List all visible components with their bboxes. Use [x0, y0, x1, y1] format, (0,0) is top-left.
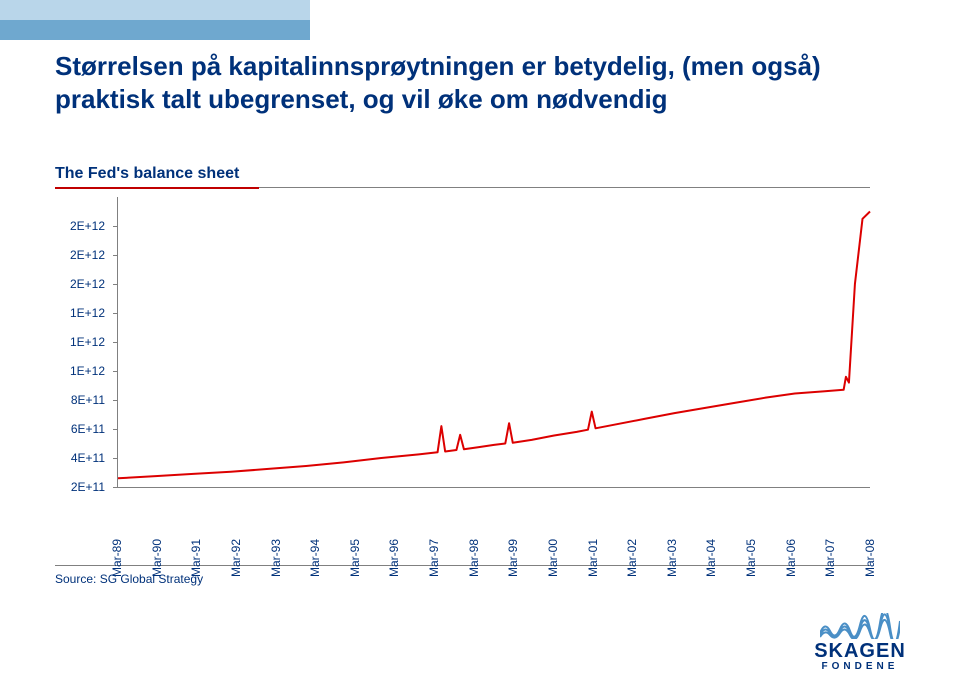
logo-sub-text: FONDENE	[800, 661, 920, 672]
x-tick-label: Mar-92	[229, 539, 243, 577]
x-tick-label: Mar-02	[625, 539, 639, 577]
slide-title: Størrelsen på kapitalinnsprøytningen er …	[55, 50, 905, 115]
band-dark	[0, 20, 310, 40]
plot-area	[117, 197, 870, 488]
plot-wrap: 2E+11 4E+11 6E+11 8E+11 1E+12 1E+12 1E+12 2E+12…	[55, 197, 870, 517]
y-tick-mark	[113, 342, 118, 343]
y-tick-mark	[113, 458, 118, 459]
x-tick-label: Mar-90	[150, 539, 164, 577]
x-tick-label: Mar-08	[863, 539, 877, 577]
header-band	[0, 0, 310, 40]
x-tick-label: Mar-96	[387, 539, 401, 577]
x-tick-label: Mar-98	[467, 539, 481, 577]
x-tick-label: Mar-93	[269, 539, 283, 577]
x-tick-label: Mar-01	[586, 539, 600, 577]
y-tick-mark	[113, 429, 118, 430]
logo-main-text: SKAGEN	[800, 641, 920, 661]
brand-logo: SKAGEN FONDENE	[800, 613, 920, 672]
y-tick-label: 1E+12	[70, 306, 105, 320]
y-tick-label: 2E+12	[70, 248, 105, 262]
x-axis: Mar-89Mar-90Mar-91Mar-92Mar-93Mar-94Mar-…	[117, 489, 870, 549]
y-tick-mark	[113, 371, 118, 372]
chart: The Fed's balance sheet 2E+11 4E+11 6E+11 8…	[55, 165, 870, 595]
x-tick-label: Mar-03	[665, 539, 679, 577]
y-tick-label: 8E+11	[71, 393, 105, 407]
x-tick-label: Mar-06	[784, 539, 798, 577]
y-tick-label: 1E+12	[70, 364, 105, 378]
x-tick-label: Mar-05	[744, 539, 758, 577]
chart-title-underline	[55, 187, 870, 189]
x-tick-label: Mar-94	[308, 539, 322, 577]
y-tick-label: 2E+12	[70, 219, 105, 233]
x-tick-label: Mar-89	[110, 539, 124, 577]
x-tick-label: Mar-99	[506, 539, 520, 577]
y-tick-label: 4E+11	[71, 451, 105, 465]
y-tick-mark	[113, 487, 118, 488]
series-line	[118, 212, 870, 479]
y-tick-mark	[113, 284, 118, 285]
y-axis: 2E+114E+116E+118E+111E+121E+121E+122E+12…	[55, 197, 111, 487]
y-tick-mark	[113, 400, 118, 401]
y-tick-mark	[113, 313, 118, 314]
chart-title: The Fed's balance sheet	[55, 165, 870, 183]
y-tick-label: 6E+11	[71, 422, 105, 436]
y-tick-label: 2E+11	[71, 480, 105, 494]
y-tick-mark	[113, 255, 118, 256]
logo-wave-icon	[820, 613, 900, 639]
x-tick-label: Mar-00	[546, 539, 560, 577]
x-tick-label: Mar-95	[348, 539, 362, 577]
x-tick-label: Mar-91	[189, 539, 203, 577]
underline-red	[55, 187, 259, 189]
y-tick-label: 1E+12	[70, 335, 105, 349]
x-tick-label: Mar-97	[427, 539, 441, 577]
band-light	[0, 0, 310, 20]
slide: Størrelsen på kapitalinnsprøytningen er …	[0, 0, 960, 690]
x-tick-label: Mar-04	[704, 539, 718, 577]
y-tick-mark	[113, 226, 118, 227]
y-tick-label: 2E+12	[70, 277, 105, 291]
underline-grey	[259, 187, 870, 188]
x-tick-label: Mar-07	[823, 539, 837, 577]
line-chart-svg	[118, 197, 870, 487]
